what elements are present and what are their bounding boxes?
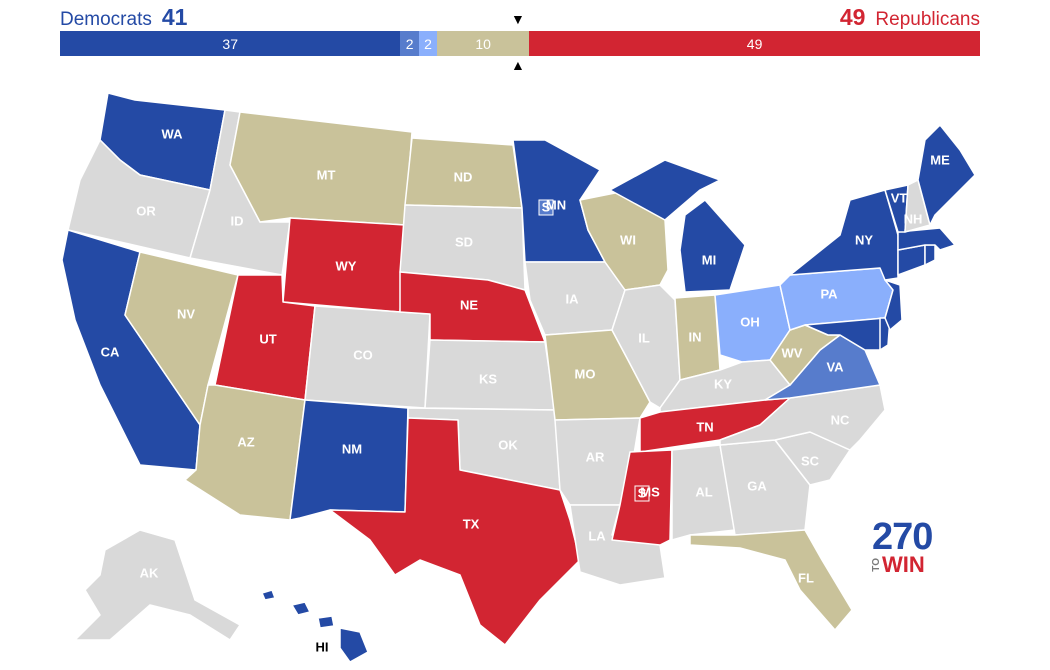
state-label-az: AZ bbox=[237, 434, 254, 449]
state-label-oh: OH bbox=[740, 314, 760, 329]
state-ny[interactable] bbox=[789, 189, 899, 281]
logo-to: TO bbox=[871, 558, 882, 572]
majority-marker-top: ▼ bbox=[511, 11, 525, 27]
democrats-label: Democrats bbox=[60, 9, 152, 30]
republicans-header: 49 Republicans bbox=[840, 4, 980, 30]
state-label-il: IL bbox=[638, 330, 650, 345]
seat-count-bar: 37 2 2 10 49 bbox=[60, 31, 980, 56]
seat-bar-segment-3: 2 bbox=[418, 31, 438, 56]
state-mi[interactable] bbox=[609, 159, 746, 293]
state-label-ms: MS bbox=[640, 484, 660, 499]
state-label-wy: WY bbox=[336, 258, 357, 273]
special-election-label: S bbox=[638, 485, 647, 500]
state-label-fl: FL bbox=[798, 570, 814, 585]
state-label-ga: GA bbox=[747, 478, 767, 493]
seat-bar-segment-2: 2 bbox=[400, 31, 419, 56]
state-label-al: AL bbox=[695, 484, 712, 499]
state-label-wi: WI bbox=[620, 232, 636, 247]
state-nj[interactable] bbox=[884, 279, 903, 331]
state-label-nm: NM bbox=[342, 441, 362, 456]
state-label-in: IN bbox=[689, 329, 702, 344]
democrats-total: 41 bbox=[161, 4, 188, 30]
state-label-ok: OK bbox=[498, 437, 518, 452]
state-label-me: ME bbox=[930, 152, 950, 167]
special-election-box bbox=[538, 199, 554, 216]
state-label-pa: PA bbox=[820, 286, 838, 301]
logo-win: WIN bbox=[882, 552, 925, 577]
state-label-wv: WV bbox=[782, 345, 803, 360]
state-nm[interactable] bbox=[289, 399, 409, 521]
us-senate-map: S S WA OR CA ID NV AZ UT MT WY CO NM ND SD NE KS OK TX MN I… bbox=[61, 92, 976, 663]
state-ak[interactable] bbox=[74, 529, 241, 641]
logo-number: 270 bbox=[872, 516, 933, 558]
state-label-nv: NV bbox=[177, 306, 195, 321]
state-label-mi: MI bbox=[702, 252, 716, 267]
special-election-ms[interactable]: S bbox=[634, 485, 650, 502]
state-label-ia: IA bbox=[566, 291, 580, 306]
state-label-ut: UT bbox=[259, 331, 276, 346]
state-label-ks: KS bbox=[479, 371, 497, 386]
state-label-va: VA bbox=[826, 359, 844, 374]
state-label-ky: KY bbox=[714, 376, 732, 391]
state-label-ca: CA bbox=[101, 344, 120, 359]
state-label-vt: VT bbox=[891, 190, 908, 205]
democrats-header: Democrats 41 bbox=[60, 4, 187, 30]
state-label-id: ID bbox=[231, 213, 244, 228]
state-label-nh: NH bbox=[904, 211, 923, 226]
special-election-label: S bbox=[542, 199, 551, 214]
state-label-ne: NE bbox=[460, 297, 478, 312]
seat-bar-segment-1: 37 bbox=[60, 31, 401, 56]
state-label-mo: MO bbox=[575, 366, 596, 381]
seat-bar-segment-5: 49 bbox=[529, 31, 980, 56]
seat-bar-segment-4: 10 bbox=[437, 31, 530, 56]
state-label-ar: AR bbox=[586, 449, 605, 464]
special-election-box bbox=[634, 485, 650, 502]
state-tx[interactable] bbox=[329, 417, 581, 646]
state-label-sc: SC bbox=[801, 453, 820, 468]
state-label-hi: HI bbox=[316, 639, 329, 654]
state-ri[interactable] bbox=[924, 244, 936, 266]
state-fl[interactable] bbox=[689, 529, 853, 631]
state-label-tn: TN bbox=[696, 419, 713, 434]
majority-marker-bottom: ▲ bbox=[511, 57, 525, 73]
state-al[interactable] bbox=[671, 444, 736, 541]
state-label-mt: MT bbox=[317, 167, 336, 182]
state-label-ny: NY bbox=[855, 232, 873, 247]
state-label-tx: TX bbox=[463, 516, 480, 531]
state-me[interactable] bbox=[917, 124, 976, 226]
state-label-nd: ND bbox=[454, 169, 473, 184]
state-ma[interactable] bbox=[897, 227, 956, 251]
state-label-la: LA bbox=[588, 528, 606, 543]
state-label-or: OR bbox=[136, 203, 156, 218]
state-label-nc: NC bbox=[831, 412, 850, 427]
state-label-wa: WA bbox=[162, 126, 184, 141]
state-label-sd: SD bbox=[455, 234, 473, 249]
state-hi[interactable] bbox=[261, 589, 369, 663]
270towin-logo: 270 TO WIN bbox=[871, 516, 944, 577]
state-label-ak: AK bbox=[140, 565, 159, 580]
republicans-label: Republicans bbox=[875, 9, 980, 30]
republicans-total: 49 bbox=[839, 4, 866, 30]
special-election-mn[interactable]: S bbox=[538, 199, 554, 216]
state-label-co: CO bbox=[353, 347, 373, 362]
state-label-mn: MN bbox=[546, 197, 566, 212]
